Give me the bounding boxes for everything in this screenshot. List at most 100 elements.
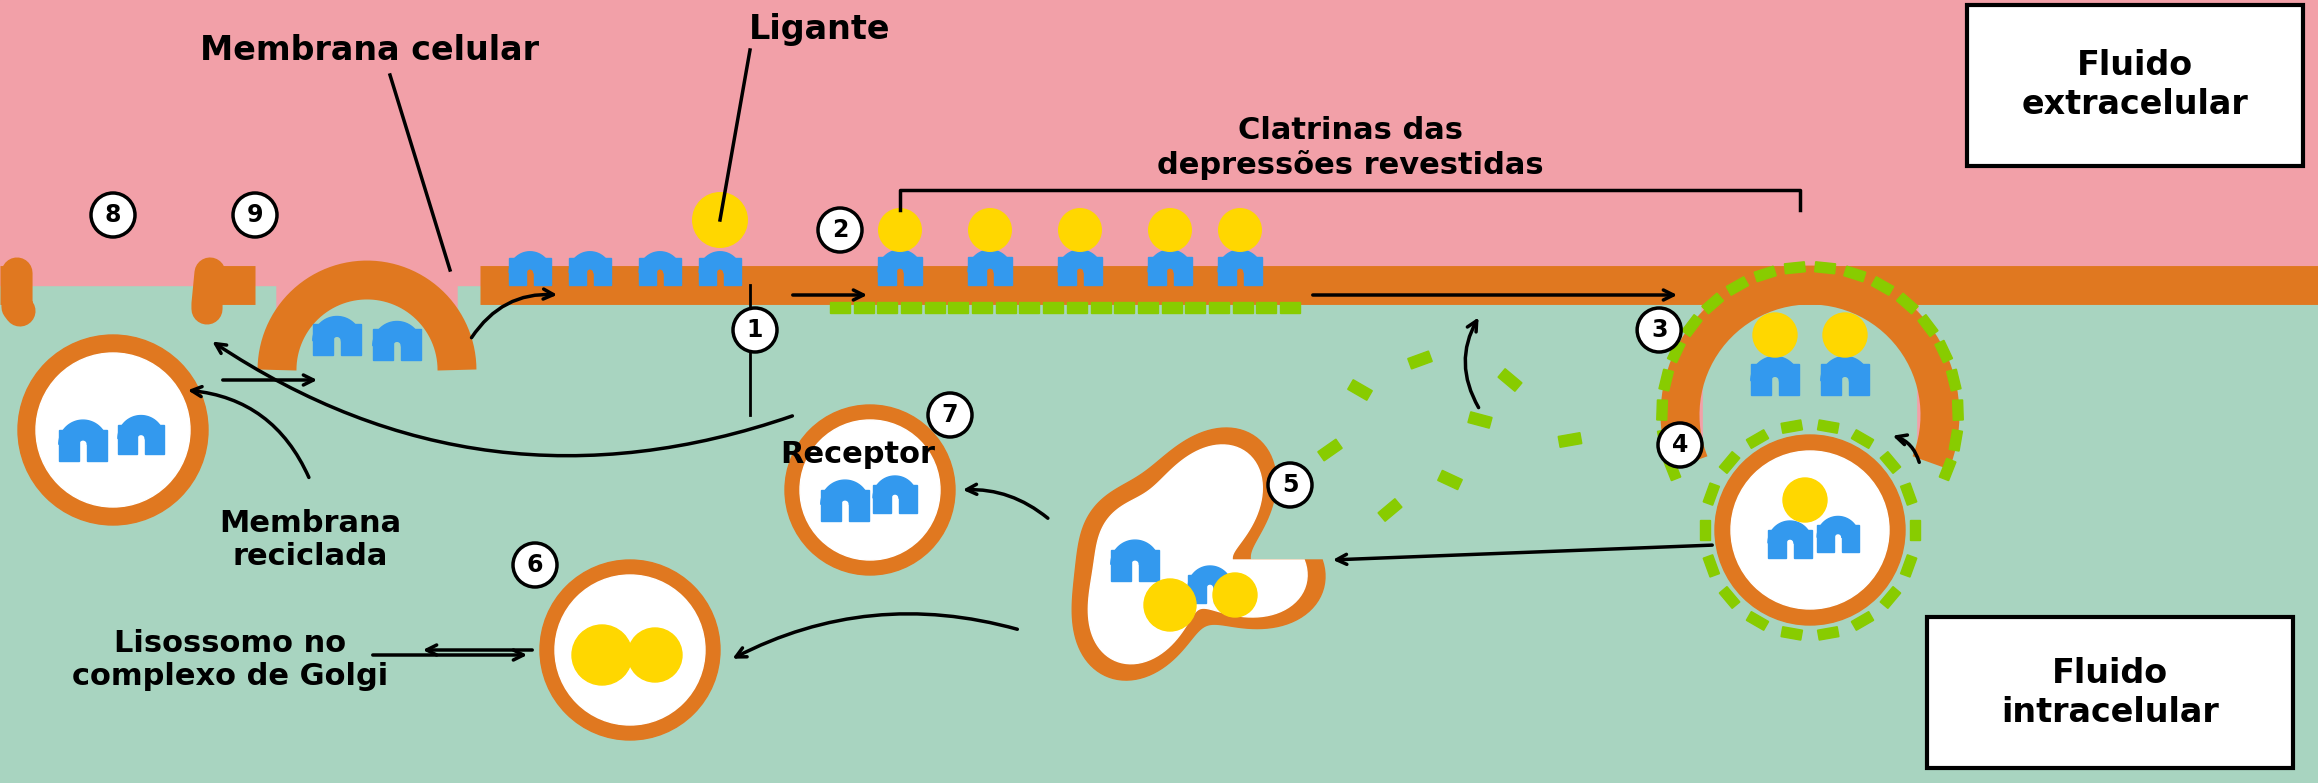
Bar — [1704, 483, 1720, 505]
Bar — [1745, 430, 1769, 449]
Circle shape — [1752, 313, 1796, 357]
Bar — [1949, 430, 1963, 451]
Polygon shape — [640, 258, 656, 285]
Polygon shape — [1147, 257, 1166, 285]
Circle shape — [1822, 313, 1866, 357]
Bar — [1020, 301, 1038, 312]
Text: 8: 8 — [104, 203, 121, 227]
Circle shape — [1783, 478, 1827, 522]
Bar — [1699, 520, 1711, 540]
Bar — [1660, 370, 1674, 391]
Polygon shape — [593, 258, 612, 285]
Circle shape — [628, 628, 681, 682]
Bar — [948, 301, 969, 312]
Bar — [1467, 412, 1493, 428]
Text: Lisossomo no
complexo de Golgi: Lisossomo no complexo de Golgi — [72, 629, 387, 691]
Circle shape — [37, 353, 190, 507]
Polygon shape — [904, 257, 923, 285]
Bar — [1407, 351, 1433, 369]
Bar — [1880, 586, 1901, 608]
Polygon shape — [1822, 364, 1840, 395]
Polygon shape — [1057, 257, 1076, 285]
Polygon shape — [821, 480, 869, 504]
Bar — [1785, 262, 1806, 274]
Bar — [1664, 458, 1681, 481]
Bar — [1815, 262, 1836, 274]
Circle shape — [1732, 451, 1889, 609]
Bar — [1936, 341, 1952, 363]
Polygon shape — [58, 420, 107, 444]
Bar — [1437, 471, 1463, 489]
Bar — [1043, 301, 1064, 312]
Text: 1: 1 — [746, 318, 763, 342]
Bar — [1115, 301, 1134, 312]
Bar — [925, 301, 946, 312]
Polygon shape — [510, 252, 552, 272]
Circle shape — [879, 208, 923, 252]
Bar — [1720, 586, 1741, 608]
Bar — [1657, 430, 1671, 451]
Polygon shape — [969, 257, 985, 285]
Polygon shape — [1217, 257, 1235, 285]
Text: Membrana celular: Membrana celular — [199, 34, 540, 67]
Bar — [1755, 266, 1776, 282]
Polygon shape — [899, 485, 918, 513]
Circle shape — [1657, 423, 1701, 467]
Bar — [1184, 301, 1205, 312]
Bar — [1880, 452, 1901, 474]
Bar — [1901, 555, 1917, 577]
Polygon shape — [723, 258, 742, 285]
Polygon shape — [1780, 364, 1799, 395]
Text: Clatrinas das
depressões revestidas: Clatrinas das depressões revestidas — [1157, 116, 1544, 180]
Bar — [1901, 483, 1917, 505]
Polygon shape — [640, 252, 681, 272]
Bar — [1667, 341, 1685, 363]
Polygon shape — [1110, 540, 1159, 565]
Circle shape — [1145, 579, 1196, 631]
Bar — [1940, 458, 1956, 481]
Text: 3: 3 — [1650, 318, 1667, 342]
Bar — [1896, 293, 1917, 314]
Bar — [1917, 315, 1938, 337]
Text: 4: 4 — [1671, 433, 1688, 457]
Polygon shape — [1085, 257, 1101, 285]
Bar — [1347, 380, 1372, 400]
Polygon shape — [1769, 521, 1813, 543]
Bar — [1852, 612, 1873, 630]
Polygon shape — [1822, 356, 1868, 381]
Bar — [1233, 301, 1252, 312]
Polygon shape — [1147, 250, 1191, 272]
Circle shape — [786, 405, 955, 575]
Bar — [1704, 555, 1720, 577]
Circle shape — [1268, 463, 1312, 507]
Polygon shape — [874, 485, 890, 513]
Bar — [1817, 420, 1838, 433]
Circle shape — [1057, 208, 1101, 252]
Bar — [1683, 315, 1701, 337]
Bar — [1871, 276, 1894, 295]
Bar — [1947, 370, 1961, 391]
Circle shape — [1715, 435, 1905, 625]
Bar — [1701, 293, 1725, 314]
Bar — [1817, 626, 1838, 640]
Polygon shape — [510, 258, 526, 285]
Polygon shape — [341, 324, 362, 355]
Bar — [971, 301, 992, 312]
Bar — [0, 0, 2318, 285]
Polygon shape — [276, 280, 457, 370]
Polygon shape — [118, 416, 165, 438]
Polygon shape — [570, 258, 586, 285]
Bar — [1319, 439, 1342, 461]
Bar — [1780, 420, 1803, 433]
Bar — [1089, 301, 1110, 312]
Circle shape — [234, 193, 276, 237]
Text: 5: 5 — [1282, 473, 1298, 497]
Bar — [879, 301, 897, 312]
Polygon shape — [373, 322, 422, 346]
Polygon shape — [1694, 285, 1926, 458]
Bar — [1256, 301, 1277, 312]
Circle shape — [693, 192, 749, 248]
Circle shape — [800, 420, 941, 560]
Bar — [1843, 266, 1866, 282]
Polygon shape — [1750, 364, 1771, 395]
